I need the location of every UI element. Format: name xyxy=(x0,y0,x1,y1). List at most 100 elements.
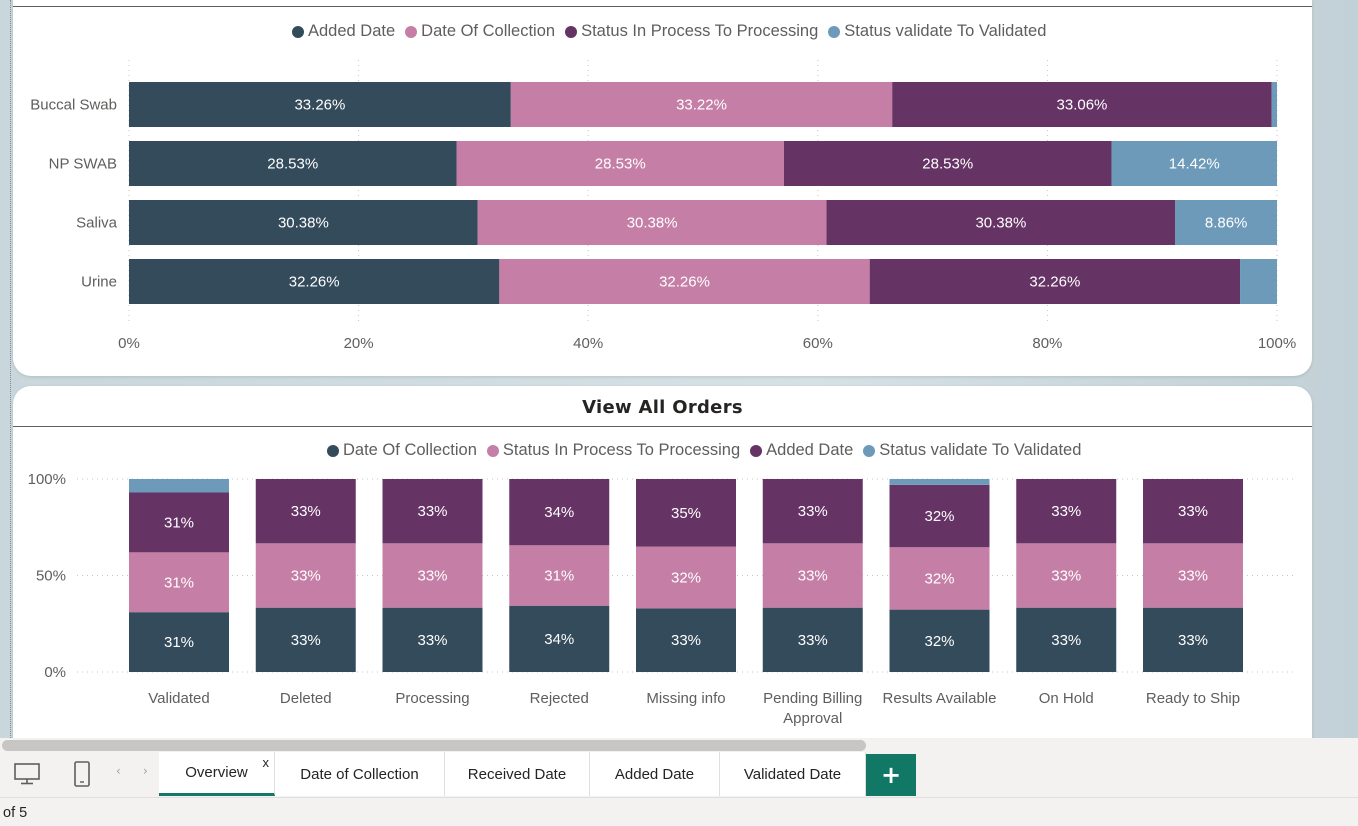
column-segment[interactable] xyxy=(636,546,736,609)
data-label: 33% xyxy=(798,568,828,585)
legend-item[interactable]: Added Date xyxy=(750,441,853,460)
y-tick-label: 50% xyxy=(36,568,66,585)
y-tick-label: 0% xyxy=(44,664,66,681)
x-tick-label: 60% xyxy=(803,335,833,352)
tab-overview[interactable]: Overview x xyxy=(159,752,275,796)
column-segment[interactable] xyxy=(255,543,356,608)
tab-added-date[interactable]: Added Date xyxy=(590,752,720,796)
legend-item[interactable]: Date Of Collection xyxy=(405,22,555,41)
tab-label: Overview xyxy=(185,764,248,781)
column-segment[interactable] xyxy=(1143,607,1243,672)
bar-segment[interactable] xyxy=(477,200,827,245)
bar-segment[interactable] xyxy=(1175,200,1277,245)
horizontal-scrollbar[interactable] xyxy=(2,740,866,751)
legend-label: Added Date xyxy=(766,441,854,459)
column-segment[interactable] xyxy=(129,612,229,672)
data-label: 32.26% xyxy=(289,274,340,291)
column-segment[interactable] xyxy=(1016,479,1117,544)
close-icon[interactable]: x xyxy=(262,755,270,770)
column-segment[interactable] xyxy=(1016,543,1117,608)
desktop-view-icon[interactable] xyxy=(9,756,45,792)
legend-marker xyxy=(486,444,499,457)
category-label: Buccal Swab xyxy=(30,97,117,114)
column-segment[interactable] xyxy=(636,479,736,547)
bar-segment[interactable] xyxy=(892,82,1272,127)
chart-legend[interactable]: Date Of Collection Status In Process To P… xyxy=(327,441,1091,460)
legend-item[interactable]: Added Date xyxy=(292,22,395,41)
legend-marker xyxy=(828,25,841,38)
data-label: 31% xyxy=(544,568,574,585)
bar-segment[interactable] xyxy=(129,200,478,245)
data-label: 32.26% xyxy=(1029,274,1080,291)
column-segment[interactable] xyxy=(129,492,229,553)
legend-item[interactable]: Status In Process To Processing xyxy=(486,441,741,460)
data-label: 34% xyxy=(544,504,574,521)
tab-validated-date[interactable]: Validated Date xyxy=(720,752,866,796)
column-segment[interactable] xyxy=(889,609,990,672)
tab-date-of-collection[interactable]: Date of Collection xyxy=(275,752,445,796)
legend-marker xyxy=(863,444,876,457)
column-segment[interactable] xyxy=(129,552,229,613)
column-segment[interactable] xyxy=(382,543,483,608)
legend-marker xyxy=(292,25,304,38)
column-segment[interactable] xyxy=(509,605,610,672)
bar-segment[interactable] xyxy=(869,259,1241,304)
data-label: 28.53% xyxy=(922,156,973,173)
tab-label: Date of Collection xyxy=(300,765,419,783)
data-label: 32% xyxy=(924,633,954,650)
column-segment[interactable] xyxy=(129,479,229,493)
bar-segment[interactable] xyxy=(129,82,511,127)
sample-type-chart-card[interactable]: Added Date Date Of Collection Status In Pr… xyxy=(13,0,1312,376)
chevron-right-icon[interactable]: › xyxy=(143,764,148,778)
column-segment[interactable] xyxy=(889,479,990,485)
data-label: 32% xyxy=(671,569,701,586)
chevron-left-icon[interactable]: ‹ xyxy=(116,764,121,778)
bar-segment[interactable] xyxy=(1271,82,1277,127)
bar-segment[interactable] xyxy=(1240,259,1277,304)
bar-segment[interactable] xyxy=(129,259,500,304)
column-segment[interactable] xyxy=(889,484,990,548)
legend-item[interactable]: Status validate To Validated xyxy=(863,441,1081,460)
column-segment[interactable] xyxy=(1143,479,1243,544)
column-segment[interactable] xyxy=(255,607,356,672)
bar-segment[interactable] xyxy=(456,141,784,186)
column-segment[interactable] xyxy=(1016,607,1117,672)
data-label: 33.06% xyxy=(1057,97,1108,114)
data-label: 33% xyxy=(1178,568,1208,585)
data-label: 32% xyxy=(924,508,954,525)
column-segment[interactable] xyxy=(382,607,483,672)
column-segment[interactable] xyxy=(509,479,610,546)
bar-segment[interactable] xyxy=(783,141,1112,186)
view-all-orders-card[interactable]: View All Orders Date Of Collection Status… xyxy=(13,386,1312,746)
category-label: Approval xyxy=(783,710,842,727)
x-tick-label: 40% xyxy=(573,335,603,352)
data-label: 30.38% xyxy=(975,215,1026,232)
column-segment[interactable] xyxy=(762,543,863,608)
data-label: 30.38% xyxy=(627,215,678,232)
add-page-button[interactable]: + xyxy=(866,754,916,796)
column-segment[interactable] xyxy=(636,608,736,672)
column-segment[interactable] xyxy=(762,479,863,544)
mobile-view-icon[interactable] xyxy=(64,756,100,792)
column-segment[interactable] xyxy=(382,479,483,544)
legend-item[interactable]: Status In Process To Processing xyxy=(565,22,818,41)
bar-segment[interactable] xyxy=(129,141,457,186)
legend-label: Added Date xyxy=(308,22,396,40)
chart-legend[interactable]: Added Date Date Of Collection Status In Pr… xyxy=(292,22,1056,41)
column-segment[interactable] xyxy=(889,547,990,610)
data-label: 35% xyxy=(671,505,701,522)
column-segment[interactable] xyxy=(255,479,356,544)
legend-item[interactable]: Status validate To Validated xyxy=(828,22,1046,41)
tab-received-date[interactable]: Received Date xyxy=(445,752,590,796)
bar-segment[interactable] xyxy=(826,200,1176,245)
bar-segment[interactable] xyxy=(510,82,893,127)
category-label: Results Available xyxy=(883,690,997,707)
bar-segment[interactable] xyxy=(499,259,870,304)
column-segment[interactable] xyxy=(1143,543,1243,608)
legend-label: Status In Process To Processing xyxy=(502,441,741,459)
bar-segment[interactable] xyxy=(1111,141,1277,186)
column-segment[interactable] xyxy=(509,545,610,606)
data-label: 33% xyxy=(1051,503,1081,520)
legend-item[interactable]: Date Of Collection xyxy=(327,441,477,460)
column-segment[interactable] xyxy=(762,607,863,672)
